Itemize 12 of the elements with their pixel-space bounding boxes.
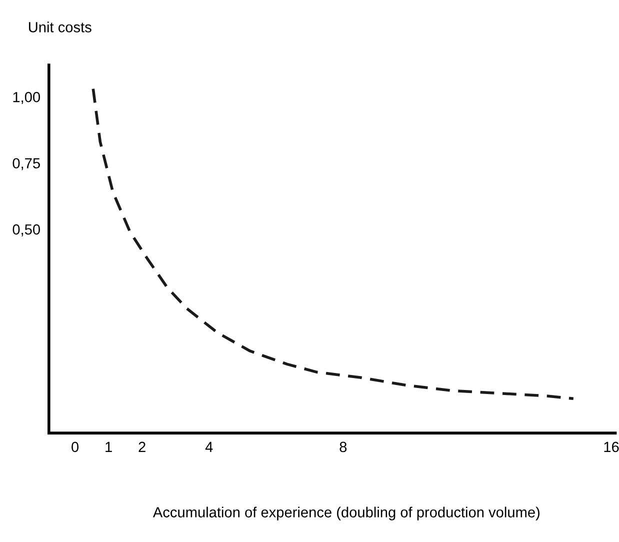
- y-tick-label: 1,00: [13, 92, 40, 104]
- y-tick-label: 0,50: [12, 224, 40, 236]
- x-tick-label: 2: [138, 442, 146, 452]
- x-tick-label: 0: [72, 442, 79, 452]
- x-tick-label: 4: [205, 442, 213, 452]
- x-tick-label: 1: [106, 442, 112, 452]
- y-axis-title: Unit costs: [28, 22, 92, 32]
- x-tick-label: 8: [340, 442, 347, 452]
- x-tick-label: 16: [604, 442, 619, 452]
- y-tick-label: 0,75: [12, 158, 40, 170]
- x-axis-title: Accumulation of experience (doubling of production volume): [152, 506, 540, 520]
- line-series: [92, 87, 575, 400]
